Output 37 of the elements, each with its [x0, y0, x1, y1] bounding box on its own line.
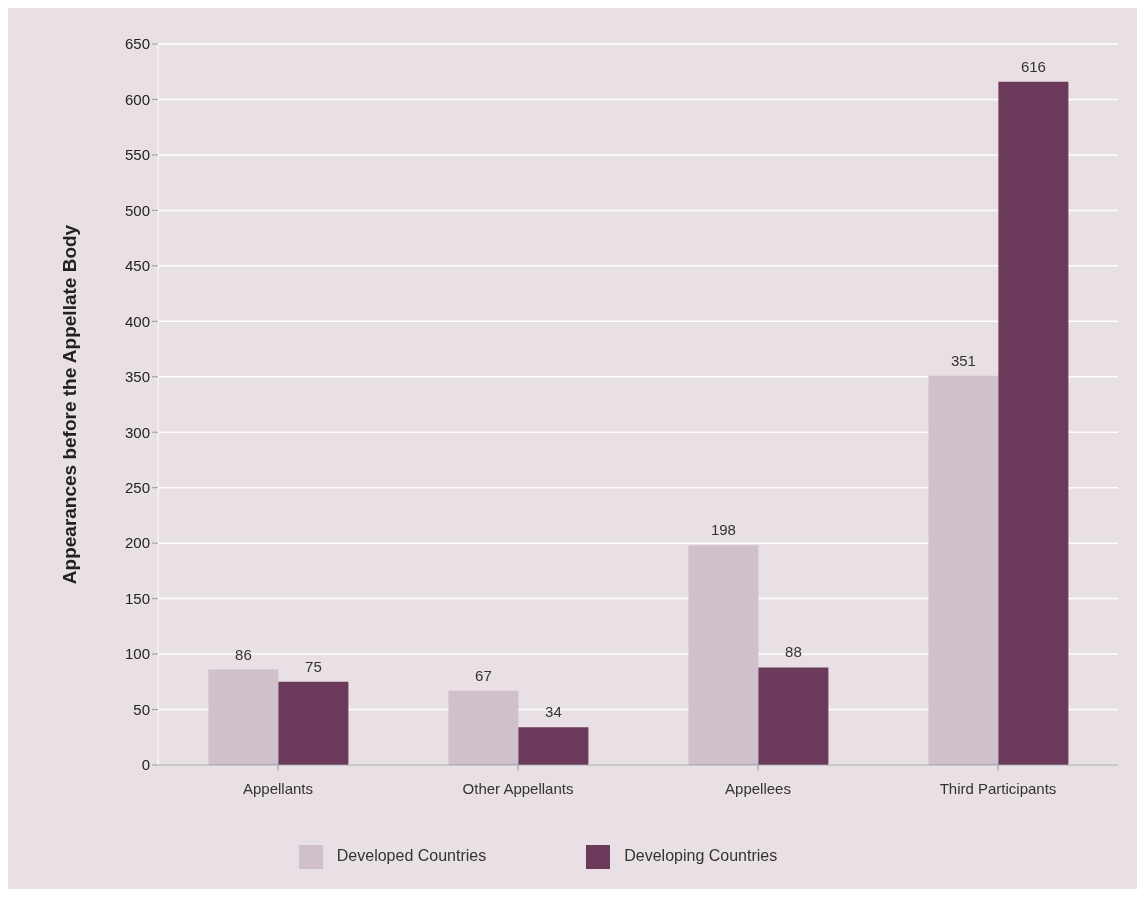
data-label: 86 — [235, 645, 252, 663]
y-tick-label: 0 — [141, 756, 150, 774]
data-label: 88 — [785, 643, 802, 661]
bar — [758, 667, 829, 765]
y-tick-label: 550 — [124, 146, 150, 164]
y-axis-title: Appearances before the Appellate Body — [58, 224, 80, 585]
x-tick-label: Appellees — [725, 779, 791, 797]
x-tick-label: Third Participants — [939, 779, 1057, 797]
y-tick-label: 350 — [124, 368, 150, 386]
y-tick-label: 400 — [124, 312, 150, 330]
bar — [998, 81, 1069, 765]
data-label: 34 — [545, 703, 562, 721]
data-label: 75 — [305, 657, 322, 675]
data-label: 351 — [950, 351, 976, 369]
bar — [928, 375, 999, 765]
y-tick-label: 300 — [124, 423, 150, 441]
bar — [448, 690, 519, 765]
bar — [278, 681, 349, 765]
x-tick-label: Appellants — [242, 779, 314, 797]
bar — [208, 669, 279, 765]
y-tick-label: 500 — [124, 201, 150, 219]
y-tick-label: 250 — [124, 479, 150, 497]
data-label: 616 — [1020, 57, 1046, 75]
data-label: 198 — [710, 521, 736, 539]
y-tick-label: 150 — [124, 589, 150, 607]
bar — [688, 545, 759, 765]
legend-label: Developing Countries — [624, 847, 778, 865]
y-tick-label: 650 — [124, 35, 150, 53]
x-tick-label: Other Appellants — [462, 779, 574, 797]
y-tick-label: 100 — [124, 645, 150, 663]
legend-label: Developed Countries — [336, 847, 487, 865]
bar — [518, 727, 589, 765]
y-tick-label: 50 — [133, 700, 150, 718]
data-label: 67 — [475, 666, 492, 684]
y-tick-label: 450 — [124, 257, 150, 275]
y-tick-label: 600 — [124, 90, 150, 108]
y-tick-label: 200 — [124, 534, 150, 552]
